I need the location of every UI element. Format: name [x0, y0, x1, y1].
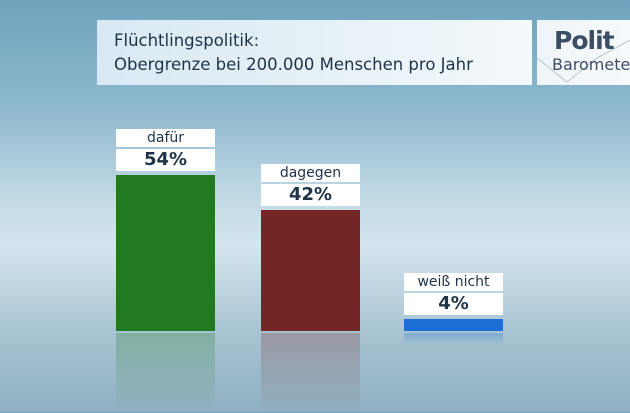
category-label-2: weiß nicht [404, 273, 503, 292]
chart-subtitle: Obergrenze bei 200.000 Menschen pro Jahr [114, 55, 473, 74]
bar-2 [404, 319, 503, 331]
bar-reflection-2 [404, 333, 503, 345]
logo-text-polit: Polit [554, 26, 615, 55]
value-label-2: 4% [404, 293, 503, 316]
chart-title: Flüchtlingspolitik: [114, 31, 260, 50]
bar-1 [261, 209, 360, 331]
logo-text-barometer: Barometer [552, 55, 630, 74]
category-label-1: dagegen [261, 163, 360, 182]
chart-title-box: Flüchtlingspolitik: Obergrenze bei 200.0… [97, 20, 532, 85]
checkmark-icon [537, 39, 630, 83]
bar-0 [116, 174, 215, 331]
category-label-0: dafür [116, 128, 215, 147]
politbarometer-logo: Polit Barometer [537, 20, 630, 85]
bar-reflection-0 [116, 333, 215, 413]
value-label-1: 42% [261, 183, 360, 206]
bar-reflection-1 [261, 333, 360, 413]
value-label-0: 54% [116, 148, 215, 171]
